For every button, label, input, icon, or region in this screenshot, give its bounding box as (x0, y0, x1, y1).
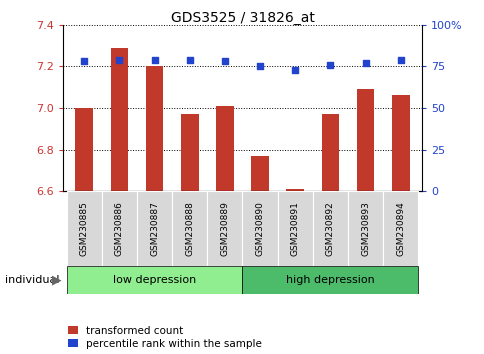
Bar (207, 191, 242, 266)
Point (80, 58, 88, 64)
Text: individual: individual (5, 275, 59, 285)
Bar (356, 89, 374, 191)
Bar (251, 156, 268, 191)
Text: GSM230891: GSM230891 (290, 201, 299, 256)
Text: GDS3525 / 31826_at: GDS3525 / 31826_at (170, 11, 314, 25)
Text: GSM230885: GSM230885 (79, 201, 89, 256)
Bar (277, 191, 312, 266)
Legend: transformed count, percentile rank within the sample: transformed count, percentile rank withi… (68, 326, 261, 349)
Text: GSM230889: GSM230889 (220, 201, 229, 256)
Bar (391, 96, 409, 191)
Bar (382, 191, 418, 266)
Bar (102, 191, 136, 266)
Point (326, 62, 333, 68)
Bar (242, 191, 277, 266)
Text: GSM230894: GSM230894 (395, 201, 405, 256)
Bar (136, 191, 172, 266)
Bar (286, 189, 303, 191)
Text: GSM230886: GSM230886 (115, 201, 123, 256)
Text: GSM230890: GSM230890 (255, 201, 264, 256)
Text: high depression: high depression (286, 275, 374, 285)
Bar (348, 191, 382, 266)
Bar (110, 48, 128, 191)
Point (256, 63, 263, 69)
Point (361, 60, 369, 66)
Bar (181, 114, 198, 191)
Point (396, 57, 404, 63)
Text: GSM230887: GSM230887 (150, 201, 159, 256)
Bar (75, 108, 93, 191)
Text: GSM230888: GSM230888 (185, 201, 194, 256)
Bar (145, 67, 163, 191)
Point (185, 57, 193, 63)
Bar (321, 114, 339, 191)
Bar (242, 266, 418, 294)
Bar (66, 191, 102, 266)
Bar (312, 191, 348, 266)
Point (221, 58, 228, 64)
Text: GSM230892: GSM230892 (325, 201, 334, 256)
Point (291, 67, 299, 73)
Text: ▶: ▶ (52, 273, 62, 286)
Bar (216, 106, 233, 191)
Point (151, 57, 158, 63)
Text: low depression: low depression (113, 275, 196, 285)
Point (115, 57, 123, 63)
Text: GSM230893: GSM230893 (361, 201, 369, 256)
Bar (172, 191, 207, 266)
Bar (66, 266, 242, 294)
